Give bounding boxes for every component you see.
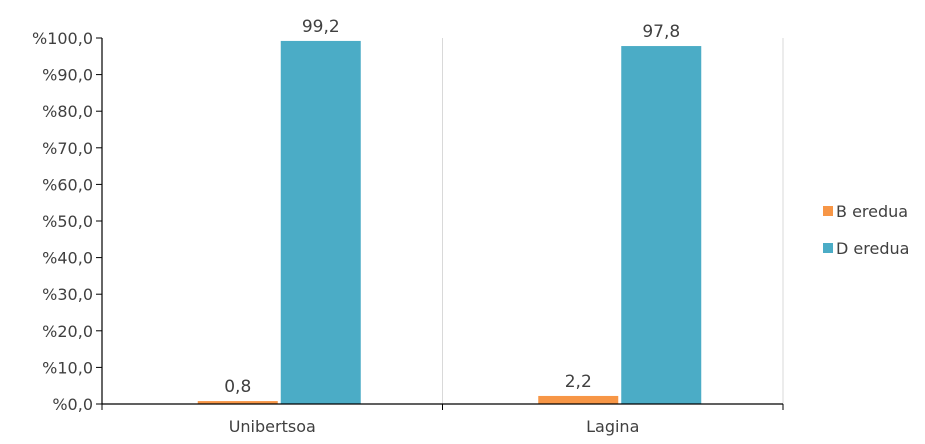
y-tick-label: %0,0 [52,395,93,414]
y-tick-label: %90,0 [42,66,93,85]
x-category-label: Unibertsoa [229,417,316,436]
data-label: 97,8 [642,22,680,42]
y-tick-label: %60,0 [42,175,93,194]
grid-layer [442,38,784,404]
labels-layer: 0,8 99,2 Unibertsoa 2,2 97,8 Lagina [224,17,680,436]
bar-d-eredua [280,40,361,404]
y-tick-label: %70,0 [42,139,93,158]
legend-swatch [823,243,833,253]
x-category-label: Lagina [586,417,639,436]
y-tick-label: %30,0 [42,285,93,304]
legend: B eredua D eredua [823,202,909,258]
bar-b-eredua [538,395,619,404]
y-tick-label: %20,0 [42,322,93,341]
bar-b-eredua [197,401,278,404]
data-label: 0,8 [224,377,251,397]
y-tick-label: %10,0 [42,358,93,377]
bars-layer [197,40,702,404]
bar-d-eredua [621,46,702,404]
data-label: 2,2 [565,372,592,392]
y-tick-label: %40,0 [42,249,93,268]
legend-label: D eredua [836,239,909,258]
legend-label: B eredua [836,202,908,221]
legend-swatch [823,206,833,216]
y-tick-label: %100,0 [32,29,93,48]
axes-layer: %0,0 %10,0 %20,0 %30,0 %40,0 %50,0 %60,0 %70,0%… [32,29,784,414]
y-tick-label: %80,0 [42,102,93,121]
y-tick-label: %50,0 [42,212,93,231]
data-label: 99,2 [302,17,340,37]
